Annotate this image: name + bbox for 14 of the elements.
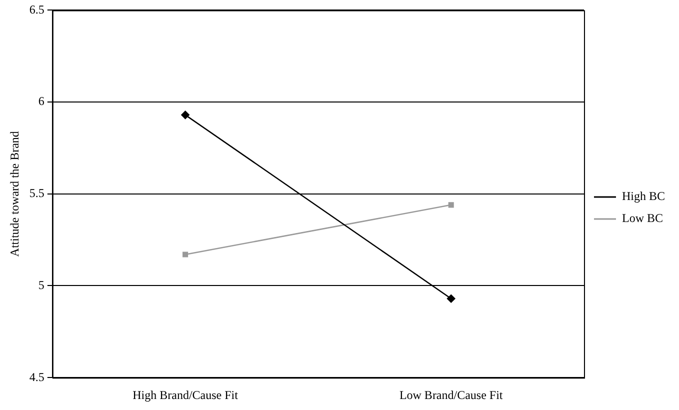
y-axis-title: Attitude toward the Brand [7, 131, 22, 257]
x-tick-label: Low Brand/Cause Fit [399, 388, 504, 402]
legend-label: Low BC [622, 211, 664, 226]
point [182, 252, 188, 258]
y-tick-label: 6.5 [29, 2, 44, 16]
point [446, 294, 456, 303]
point [181, 110, 190, 120]
point [448, 202, 454, 208]
y-tick-label: 6 [38, 94, 44, 108]
legend-label: High BC [622, 189, 666, 204]
x-tick-label: High Brand/Cause Fit [132, 388, 239, 402]
y-tick-label: 4.5 [29, 370, 44, 384]
y-tick-label: 5.5 [29, 186, 44, 200]
y-tick-label: 5 [38, 278, 44, 292]
